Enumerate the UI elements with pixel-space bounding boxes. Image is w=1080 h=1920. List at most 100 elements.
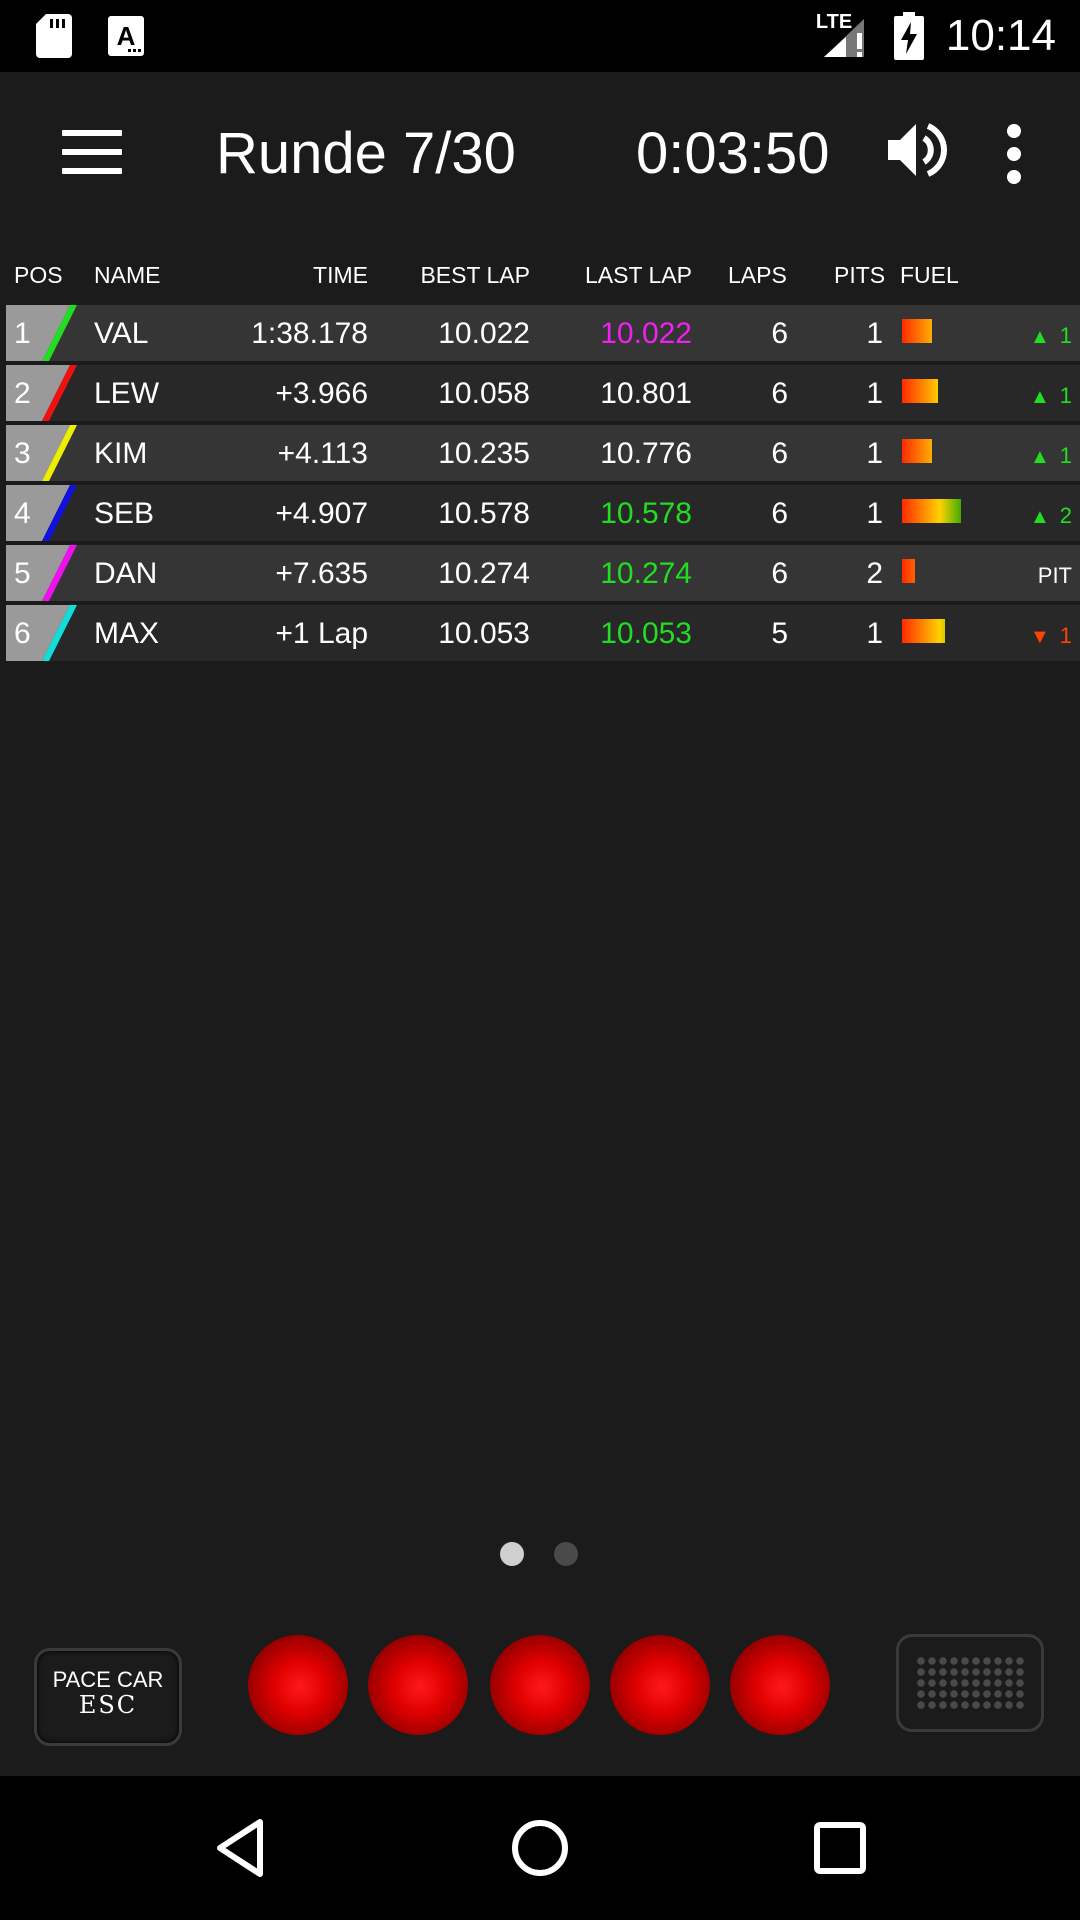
position-change-value: 1 [1059, 323, 1072, 348]
page-dot-1[interactable] [500, 1542, 524, 1566]
position-change-value: 1 [1059, 443, 1072, 468]
back-icon[interactable] [206, 1812, 278, 1884]
fuel-gauge [902, 319, 932, 343]
best-lap: 10.053 [438, 617, 530, 650]
position-change: ▲ 1 [982, 443, 1072, 469]
position-number: 5 [14, 557, 31, 590]
lap-counter: Runde 7/30 [216, 121, 516, 186]
volume-icon[interactable] [886, 118, 950, 182]
best-lap: 10.274 [438, 557, 530, 590]
col-last-lap: LAST LAP [585, 262, 692, 288]
fuel-gauge [902, 619, 945, 643]
keyboard-a-icon: A [108, 16, 144, 56]
driver-name: DAN [94, 557, 158, 590]
sd-card-icon [36, 14, 72, 58]
lap-count: 6 [771, 557, 788, 590]
position-change: PIT [982, 563, 1072, 589]
standings-list: 1 VAL 1:38.178 10.022 10.022 6 1 ▲ 1 2 LEW +3.966 10… [6, 305, 1080, 665]
fuel-gauge [902, 559, 915, 583]
start-light-5[interactable] [730, 1635, 830, 1735]
driver-name: KIM [94, 437, 148, 470]
race-time: +4.907 [275, 497, 368, 530]
col-fuel: FUEL [900, 262, 959, 288]
pit-count: 1 [866, 317, 883, 350]
lap-count: 6 [771, 377, 788, 410]
signal-lte-icon: LTE [816, 11, 872, 59]
position-change-value: 1 [1059, 623, 1072, 648]
position-badge: 3 [6, 425, 86, 481]
position-change-arrow-icon: ▲ [1029, 506, 1050, 528]
col-time: TIME [313, 262, 368, 288]
race-time: +4.113 [277, 437, 368, 470]
overflow-menu-icon[interactable] [1000, 124, 1028, 184]
driver-name: VAL [94, 317, 149, 350]
pit-count: 1 [866, 377, 883, 410]
recents-icon[interactable] [804, 1812, 876, 1884]
esc-label: ESC [78, 1691, 138, 1719]
position-change-arrow-icon: ▲ [1029, 446, 1050, 468]
best-lap: 10.058 [438, 377, 530, 410]
menu-icon[interactable] [62, 130, 122, 180]
pace-car-button[interactable]: PACE CAR ESC [34, 1648, 182, 1746]
lap-count: 6 [771, 317, 788, 350]
position-change: ▲ 1 [982, 383, 1072, 409]
standings-row[interactable]: 6 MAX +1 Lap 10.053 10.053 5 1 ▼ 1 [6, 605, 1080, 661]
position-number: 3 [14, 437, 31, 470]
page-dot-2[interactable] [554, 1542, 578, 1566]
position-badge: 4 [6, 485, 86, 541]
standings-header: POS NAME TIME BEST LAP LAST LAP LAPS PIT… [0, 258, 1080, 294]
lap-count: 5 [771, 617, 788, 650]
last-lap: 10.776 [600, 437, 692, 470]
position-number: 6 [14, 617, 31, 650]
keypad-button[interactable] [896, 1634, 1044, 1732]
position-change-arrow-icon: ▲ [1029, 386, 1050, 408]
start-light-1[interactable] [248, 1635, 348, 1735]
position-change-arrow-icon: ▼ [1029, 626, 1050, 648]
last-lap: 10.022 [600, 317, 692, 350]
position-number: 4 [14, 497, 31, 530]
fuel-gauge [902, 379, 938, 403]
race-time: +1 Lap [275, 617, 368, 650]
start-light-4[interactable] [610, 1635, 710, 1735]
standings-row[interactable]: 5 DAN +7.635 10.274 10.274 6 2 PIT [6, 545, 1080, 601]
standings-row[interactable]: 1 VAL 1:38.178 10.022 10.022 6 1 ▲ 1 [6, 305, 1080, 361]
col-pos: POS [14, 262, 63, 288]
start-light-3[interactable] [490, 1635, 590, 1735]
position-change-arrow-icon: ▲ [1029, 326, 1050, 348]
start-light-2[interactable] [368, 1635, 468, 1735]
app-bar: Runde 7/30 0:03:50 [0, 72, 1080, 240]
last-lap: 10.801 [600, 377, 692, 410]
pit-count: 1 [866, 437, 883, 470]
last-lap: 10.274 [600, 557, 692, 590]
position-badge: 1 [6, 305, 86, 361]
driver-name: LEW [94, 377, 160, 410]
fuel-gauge [902, 499, 961, 523]
driver-name: MAX [94, 617, 160, 650]
best-lap: 10.022 [438, 317, 530, 350]
pit-count: 1 [866, 497, 883, 530]
lap-count: 6 [771, 437, 788, 470]
position-change: ▲ 1 [982, 323, 1072, 349]
col-name: NAME [94, 262, 161, 288]
col-laps: LAPS [728, 262, 787, 288]
position-change: ▲ 2 [982, 503, 1072, 529]
standings-row[interactable]: 4 SEB +4.907 10.578 10.578 6 1 ▲ 2 [6, 485, 1080, 541]
standings-row[interactable]: 2 LEW +3.966 10.058 10.801 6 1 ▲ 1 [6, 365, 1080, 421]
battery-charging-icon [893, 12, 924, 60]
page-indicator [500, 1542, 590, 1566]
race-time: 1:38.178 [251, 317, 368, 350]
pit-count: 2 [866, 557, 883, 590]
status-bar: A LTE 10:14 [0, 0, 1080, 72]
race-time: +3.966 [275, 377, 368, 410]
fuel-gauge [902, 439, 932, 463]
standings-row[interactable]: 3 KIM +4.113 10.235 10.776 6 1 ▲ 1 [6, 425, 1080, 481]
col-pits: PITS [834, 262, 886, 288]
position-badge: 6 [6, 605, 86, 661]
position-number: 1 [14, 317, 31, 350]
pace-car-label: PACE CAR [52, 1667, 164, 1692]
home-icon[interactable] [504, 1812, 576, 1884]
last-lap: 10.578 [600, 497, 692, 530]
race-timer: 0:03:50 [636, 121, 830, 186]
position-change: ▼ 1 [982, 623, 1072, 649]
pit-count: 1 [866, 617, 883, 650]
